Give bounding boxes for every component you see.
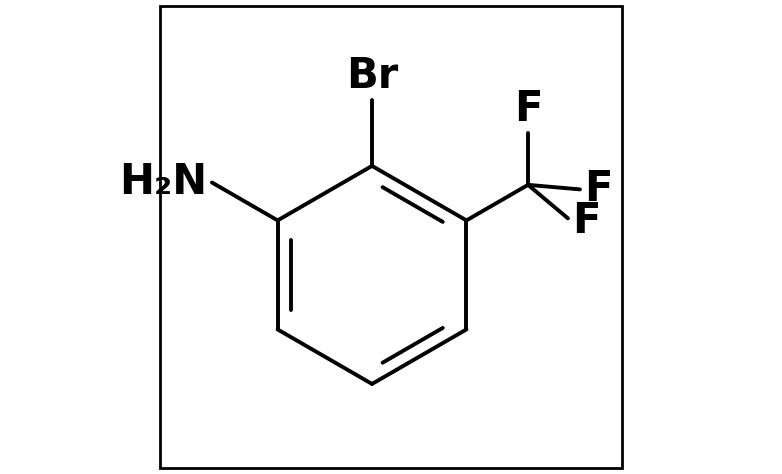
- Text: Br: Br: [346, 55, 398, 97]
- Text: F: F: [572, 200, 601, 242]
- Text: F: F: [583, 168, 612, 210]
- Text: H₂N: H₂N: [119, 162, 207, 203]
- Text: F: F: [514, 88, 542, 130]
